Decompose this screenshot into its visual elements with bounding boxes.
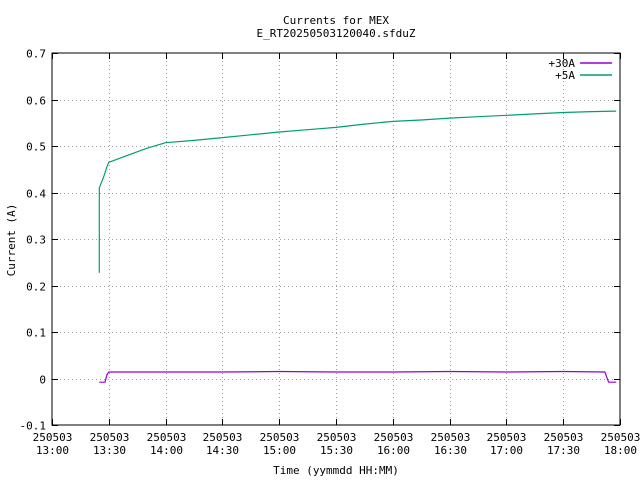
x-tick-label-time: 14:00 (150, 444, 183, 457)
x-tick-label-date: 250503 (487, 431, 527, 444)
x-tick-label-time: 13:00 (36, 444, 69, 457)
plot-border (51, 52, 621, 426)
x-tick-label-time: 17:30 (547, 444, 580, 457)
x-tick-label-time: 15:00 (263, 444, 296, 457)
series-lines (98, 110, 617, 383)
y-axis-label: Current (A) (5, 204, 18, 277)
chart-subtitle: E_RT20250503120040.sfduZ (257, 27, 416, 40)
y-tick-label: 0.2 (26, 281, 46, 294)
x-tick-label-date: 250503 (260, 431, 300, 444)
y-tick-label: 0.1 (26, 327, 46, 340)
legend-label-5a: +5A (555, 69, 575, 82)
x-tick-label-date: 250503 (601, 431, 640, 444)
series-line-5a (98, 110, 617, 273)
x-tick-labels: 25050313:0025050313:3025050314:002505031… (33, 431, 640, 457)
x-tick-label-time: 14:30 (206, 444, 239, 457)
y-tick-label: 0.4 (26, 188, 46, 201)
y-tick-label: 0.5 (26, 141, 46, 154)
grid-lines (52, 53, 620, 425)
x-tick-label-date: 250503 (544, 431, 584, 444)
y-tick-label: 0.7 (26, 48, 46, 61)
x-tick-label-date: 250503 (203, 431, 243, 444)
x-tick-label-time: 17:00 (490, 444, 523, 457)
y-tick-labels: -0.1 0 0.1 0.2 0.3 0.4 0.5 0.6 0.7 (20, 48, 47, 433)
x-tick-label-date: 250503 (147, 431, 187, 444)
x-tick-label-date: 250503 (90, 431, 130, 444)
y-tick-label: 0.3 (26, 234, 46, 247)
x-tick-label-date: 250503 (374, 431, 414, 444)
legend: +30A +5A (549, 57, 612, 82)
x-tick-label-time: 15:30 (320, 444, 353, 457)
x-tick-label-time: 13:30 (93, 444, 126, 457)
legend-label-30a: +30A (549, 57, 576, 70)
x-axis-label: Time (yymmdd HH:MM) (273, 464, 399, 477)
x-tick-label-date: 250503 (431, 431, 471, 444)
y-tick-label: -0.1 (20, 420, 47, 433)
x-tick-label-date: 250503 (33, 431, 73, 444)
x-tick-label-time: 16:00 (377, 444, 410, 457)
x-tick-label-time: 18:00 (604, 444, 637, 457)
y-tick-label: 0 (39, 374, 46, 387)
y-tick-label: 0.6 (26, 95, 46, 108)
chart-title: Currents for MEX (283, 14, 389, 27)
x-tick-label-time: 16:30 (434, 444, 467, 457)
x-tick-label-date: 250503 (317, 431, 357, 444)
series-line-30a (99, 370, 617, 383)
